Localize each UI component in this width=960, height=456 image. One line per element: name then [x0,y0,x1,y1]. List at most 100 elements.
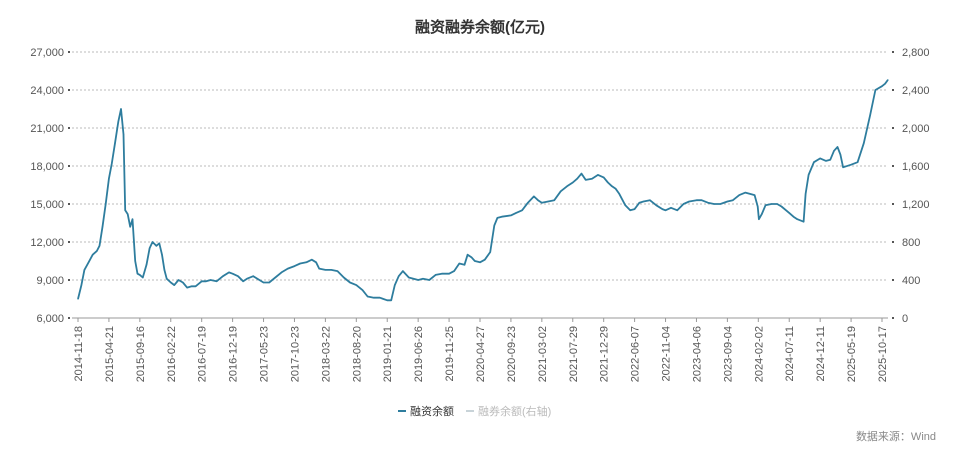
y-left-tick-mark [68,51,70,53]
data-point [501,216,503,218]
data-point [463,264,466,266]
data-point [597,174,599,176]
y-left-tick-label: 24,000 [30,85,64,97]
data-point [96,250,98,252]
series-line-financing [77,79,889,302]
data-point [311,259,313,261]
data-point [299,262,301,265]
data-point [293,265,296,267]
data-point [349,281,351,284]
y-right-tick-mark [892,51,894,53]
data-point [713,203,715,205]
legend-item-financing[interactable]: 融资余额 [398,404,454,418]
data-point [108,178,110,180]
data-point [833,150,835,152]
data-point [88,261,90,263]
data-point [117,121,119,123]
data-point [336,270,339,272]
y-right-tick-label: 2,000 [902,123,930,135]
data-point [435,274,437,276]
y-right-tick-label: 2,400 [902,85,930,97]
grid-lines [72,51,888,281]
y-right-tick-label: 0 [902,313,908,325]
y-left-tick-mark [68,203,70,205]
x-tick-label: 2017-05-23 [259,326,271,382]
legend-item-short-selling[interactable]: 融券余额(右轴) [466,404,551,418]
data-point [205,280,207,282]
data-point [228,271,230,273]
x-tick-label: 2021-12-29 [599,326,611,382]
y-right-tick-label: 1,600 [902,161,930,173]
data-point [761,213,763,215]
data-point [111,162,113,165]
data-point [441,273,443,275]
data-point [318,268,320,270]
y-left-tick-label: 6,000 [36,313,64,325]
data-point [808,174,810,176]
data-point [166,278,168,280]
data-point [825,160,827,162]
data-point [161,254,163,256]
axes: 6,000 0 9,000 400 12,000 800 15,000 1,200 18,000… [30,47,929,382]
data-point [607,181,609,184]
data-point [738,194,740,196]
data-point [887,79,889,81]
data-point [776,203,778,205]
data-point [572,181,574,184]
y-left-tick-mark [68,279,70,281]
data-point [805,193,807,195]
y-right-tick-label: 800 [902,237,920,249]
y-right-tick-label: 1,200 [902,199,930,211]
x-tick-label: 2024-07-11 [784,326,796,381]
data-point [195,285,197,287]
data-point [695,199,698,201]
data-point [521,209,523,211]
data-point [489,251,491,253]
data-point [615,188,617,190]
data-point [142,276,144,279]
legend[interactable]: 融资余额 融券余额(右轴) [398,404,551,418]
data-point [884,83,886,85]
data-point [634,208,636,210]
data-point [618,193,620,195]
y-left-tick-label: 27,000 [30,47,64,59]
data-point [182,281,184,284]
data-point [493,224,495,227]
data-point [754,194,756,196]
data-point [479,261,481,263]
y-right-tick-mark [892,317,894,319]
data-point [210,279,212,281]
data-point [408,276,410,279]
data-point [611,185,613,187]
data-point [591,178,593,180]
data-point [268,281,270,284]
y-right-tick-label: 2,800 [902,47,930,59]
x-tick-label: 2021-03-02 [537,326,549,382]
data-point [839,154,842,156]
data-point [262,281,265,284]
data-point [139,274,141,276]
data-point [173,284,175,286]
data-point [842,166,844,168]
data-point [232,273,234,275]
x-tick-label: 2019-11-25 [444,326,456,381]
y-right-tick-mark [892,279,894,281]
data-point [458,262,460,265]
data-point [676,209,678,211]
data-point [474,260,476,262]
y-left-tick-mark [68,165,70,167]
x-tick-label: 2023-04-06 [691,326,703,382]
data-point [422,278,424,280]
data-point [402,270,404,272]
data-point [252,275,254,277]
data-point [553,199,555,201]
data-point [448,273,450,275]
data-point [428,279,430,281]
data-point [155,245,157,247]
data-point [386,299,388,301]
data-point [788,212,790,214]
data-point [92,254,94,256]
x-tick-label: 2019-01-21 [382,326,394,382]
data-point [547,200,549,203]
